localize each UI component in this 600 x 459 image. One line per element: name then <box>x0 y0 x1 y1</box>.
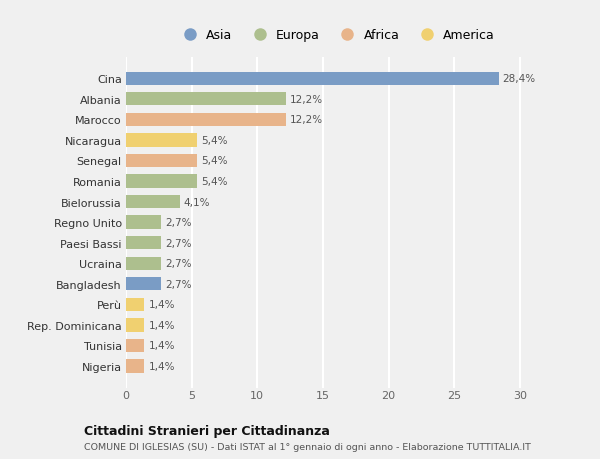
Bar <box>126 298 145 311</box>
Bar <box>126 134 197 147</box>
Text: 1,4%: 1,4% <box>148 320 175 330</box>
Text: 2,7%: 2,7% <box>166 279 192 289</box>
Bar <box>126 93 286 106</box>
Bar <box>126 319 145 332</box>
Text: 5,4%: 5,4% <box>201 156 227 166</box>
Text: 4,1%: 4,1% <box>184 197 210 207</box>
Text: 5,4%: 5,4% <box>201 177 227 187</box>
Text: Cittadini Stranieri per Cittadinanza: Cittadini Stranieri per Cittadinanza <box>84 425 330 437</box>
Bar <box>126 113 286 127</box>
Text: 1,4%: 1,4% <box>148 341 175 351</box>
Bar <box>126 339 145 353</box>
Legend: Asia, Europa, Africa, America: Asia, Europa, Africa, America <box>172 24 500 47</box>
Bar <box>126 154 197 168</box>
Text: 2,7%: 2,7% <box>166 218 192 228</box>
Text: 2,7%: 2,7% <box>166 238 192 248</box>
Bar <box>126 216 161 230</box>
Bar <box>126 359 145 373</box>
Text: 12,2%: 12,2% <box>290 95 323 105</box>
Text: COMUNE DI IGLESIAS (SU) - Dati ISTAT al 1° gennaio di ogni anno - Elaborazione T: COMUNE DI IGLESIAS (SU) - Dati ISTAT al … <box>84 442 531 451</box>
Bar <box>126 73 499 86</box>
Bar <box>126 257 161 270</box>
Bar <box>126 175 197 188</box>
Bar <box>126 236 161 250</box>
Text: 12,2%: 12,2% <box>290 115 323 125</box>
Text: 28,4%: 28,4% <box>503 74 536 84</box>
Text: 1,4%: 1,4% <box>148 361 175 371</box>
Text: 5,4%: 5,4% <box>201 135 227 146</box>
Text: 2,7%: 2,7% <box>166 258 192 269</box>
Bar <box>126 196 180 209</box>
Bar <box>126 278 161 291</box>
Text: 1,4%: 1,4% <box>148 300 175 310</box>
